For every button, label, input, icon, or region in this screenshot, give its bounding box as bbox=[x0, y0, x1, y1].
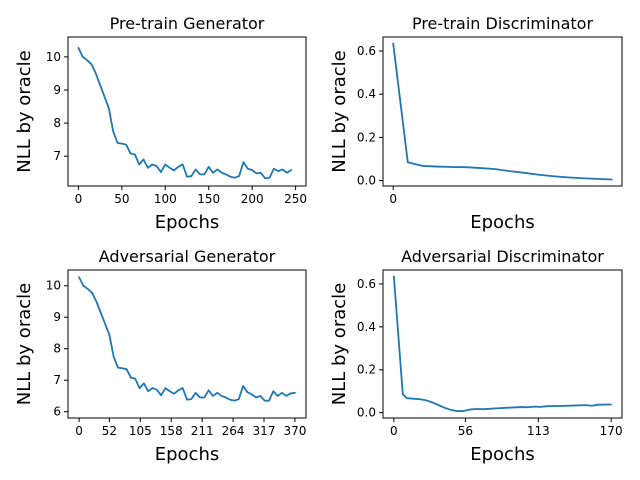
y-tick-label: 0.0 bbox=[357, 174, 376, 188]
subplot-4: 0 56 113 170 0.0 0.2 0.4 0.6 Adversarial Discrim… bbox=[329, 247, 623, 465]
y-tick-label: 9 bbox=[53, 83, 61, 97]
y-tick-label: 7 bbox=[53, 373, 61, 387]
x-tick-label: 150 bbox=[197, 192, 220, 206]
y-tick-label: 0.2 bbox=[357, 130, 376, 144]
y-tick-label: 7 bbox=[53, 149, 61, 163]
y-tick-label: 0.4 bbox=[357, 320, 376, 334]
series-line bbox=[392, 42, 613, 181]
x-tick-label: 0 bbox=[75, 192, 83, 206]
chart-title: Adversarial Generator bbox=[99, 247, 276, 266]
x-tick-label: 0 bbox=[390, 424, 398, 438]
x-tick-label: 105 bbox=[129, 424, 152, 438]
chart-title: Adversarial Discriminator bbox=[401, 247, 604, 266]
y-tick-label: 6 bbox=[53, 405, 61, 419]
y-tick-label: 8 bbox=[53, 342, 61, 356]
y-tick-label: 10 bbox=[46, 279, 61, 293]
x-tick-label: 56 bbox=[458, 424, 473, 438]
subplot-1: 0 50 100 150 200 250 7 8 9 10 Pre-train Generator E… bbox=[14, 14, 307, 233]
series-line bbox=[77, 47, 293, 180]
x-tick-label: 211 bbox=[191, 424, 214, 438]
y-tick-label: 9 bbox=[53, 310, 61, 324]
x-tick-label: 317 bbox=[253, 424, 276, 438]
x-axis-label: Epochs bbox=[155, 444, 220, 465]
x-tick-label: 200 bbox=[241, 192, 264, 206]
x-tick-label: 250 bbox=[284, 192, 307, 206]
axes-frame bbox=[67, 269, 307, 419]
y-tick-label: 0.6 bbox=[357, 44, 376, 58]
axes-frame bbox=[382, 269, 623, 419]
subplot-3: 0 52 105 158 211 264 317 370 6 7 8 9 10 Adversarial G… bbox=[14, 247, 307, 465]
x-axis-label: Epochs bbox=[470, 444, 535, 465]
y-axis-label: NLL by oracle bbox=[14, 283, 35, 405]
y-axis-label: NLL by oracle bbox=[14, 50, 35, 172]
y-tick-label: 0.4 bbox=[357, 87, 376, 101]
x-tick-label: 52 bbox=[102, 424, 117, 438]
x-axis-label: Epochs bbox=[155, 212, 220, 233]
x-tick-label: 113 bbox=[527, 424, 550, 438]
x-tick-label: 158 bbox=[160, 424, 183, 438]
y-tick-label: 8 bbox=[53, 116, 61, 130]
y-axis-label: NLL by oracle bbox=[329, 50, 350, 172]
y-tick-label: 0.0 bbox=[357, 406, 376, 420]
x-tick-label: 264 bbox=[222, 424, 245, 438]
y-tick-label: 0.6 bbox=[357, 277, 376, 291]
subplot-2: 0 0.0 0.2 0.4 0.6 Pre-train Discriminator Epoc… bbox=[329, 14, 623, 233]
x-tick-label: 50 bbox=[114, 192, 129, 206]
x-tick-label: 170 bbox=[600, 424, 623, 438]
x-tick-label: 100 bbox=[154, 192, 177, 206]
x-tick-label: 0 bbox=[389, 192, 397, 206]
x-tick-label: 370 bbox=[283, 424, 306, 438]
axes-frame bbox=[67, 36, 307, 187]
x-tick-label: 0 bbox=[75, 424, 83, 438]
y-axis-label: NLL by oracle bbox=[329, 283, 350, 405]
y-tick-label: 0.2 bbox=[357, 363, 376, 377]
y-tick-label: 10 bbox=[46, 50, 61, 64]
series-line bbox=[78, 276, 296, 402]
series-line bbox=[392, 275, 613, 413]
x-axis-label: Epochs bbox=[470, 212, 535, 233]
chart-title: Pre-train Discriminator bbox=[412, 14, 594, 33]
axes-frame bbox=[382, 36, 623, 187]
chart-title: Pre-train Generator bbox=[110, 14, 265, 33]
